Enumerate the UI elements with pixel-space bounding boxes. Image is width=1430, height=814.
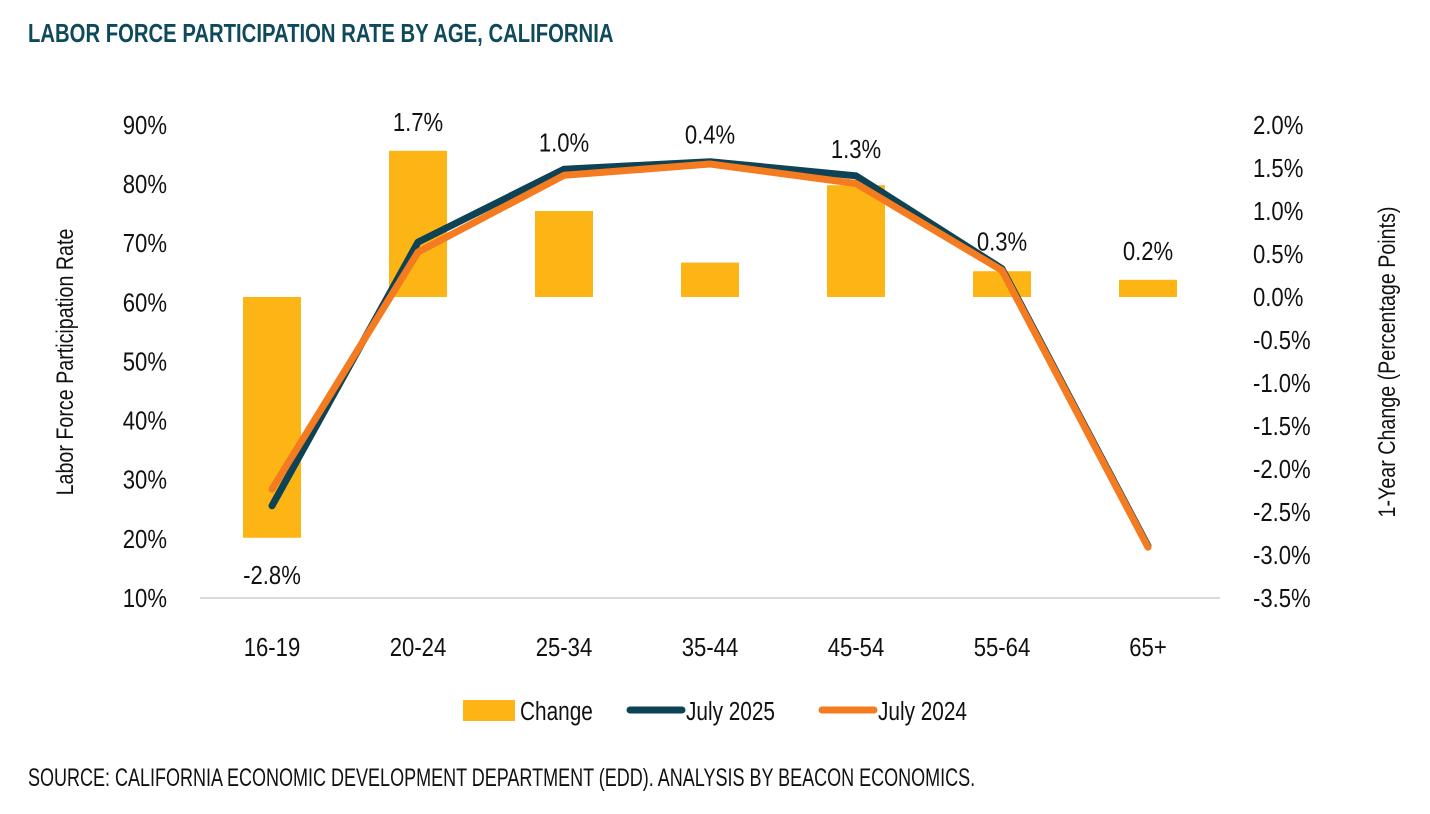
right-axis-title: 1-Year Change (Percentage Points)	[1373, 207, 1400, 518]
left-tick-label: 10%	[123, 584, 167, 613]
data-labels: -2.8% 1.7% 1.0% 0.4% 1.3% 0.3% 0.2%	[243, 108, 1173, 590]
left-tick-label: 30%	[123, 466, 167, 495]
right-tick-label: 0.5%	[1253, 240, 1303, 269]
right-tick-label: -3.0%	[1253, 541, 1311, 570]
right-tick-label: 1.5%	[1253, 154, 1303, 183]
right-tick-label: -1.0%	[1253, 369, 1311, 398]
left-tick-label: 60%	[123, 289, 167, 318]
legend-label-july-2025: July 2025	[686, 697, 775, 726]
legend-label-july-2024: July 2024	[878, 697, 967, 726]
bar-change-25-34	[535, 211, 593, 297]
right-tick-label: -0.5%	[1253, 326, 1311, 355]
legend-swatch-change	[463, 700, 515, 721]
line-july-2024	[268, 160, 1152, 551]
bar-change-65+	[1119, 279, 1177, 297]
left-tick-label: 80%	[123, 170, 167, 199]
left-axis-title: Labor Force Participation Rate	[51, 229, 78, 496]
lines-group	[268, 158, 1152, 551]
left-tick-label: 50%	[123, 348, 167, 377]
left-tick-label: 20%	[123, 525, 167, 554]
right-tick-label: -3.5%	[1253, 584, 1311, 613]
source-note: SOURCE: CALIFORNIA ECONOMIC DEVELOPMENT …	[28, 764, 976, 792]
bars-group	[243, 150, 1177, 538]
x-axis-ticks: 16-19 20-24 25-34 35-44 45-54 55-64 65+	[244, 633, 1167, 662]
legend-label-change: Change	[520, 697, 593, 726]
right-tick-label: 0.0%	[1253, 283, 1303, 312]
left-axis-ticks: 90% 80% 70% 60% 50% 40% 30% 20% 10%	[123, 111, 167, 613]
chart-title: LABOR FORCE PARTICIPATION RATE BY AGE, C…	[28, 18, 614, 48]
left-tick-label: 90%	[123, 111, 167, 140]
data-label-change: -2.8%	[243, 561, 301, 590]
left-tick-label: 40%	[123, 407, 167, 436]
data-label-change: 1.7%	[393, 108, 443, 137]
right-tick-label: 2.0%	[1253, 111, 1303, 140]
legend: Change July 2025 July 2024	[463, 697, 967, 726]
data-label-change: 0.4%	[685, 121, 735, 150]
bar-change-35-44	[681, 262, 739, 297]
right-tick-label: -2.5%	[1253, 498, 1311, 527]
x-tick-label: 25-34	[536, 633, 592, 662]
data-label-change: 0.2%	[1123, 237, 1173, 266]
data-label-change: 0.3%	[977, 228, 1027, 257]
data-label-change: 1.0%	[539, 129, 589, 158]
x-tick-label: 45-54	[828, 633, 884, 662]
right-tick-label: -2.0%	[1253, 455, 1311, 484]
x-tick-label: 20-24	[390, 633, 446, 662]
bar-change-45-54	[827, 185, 885, 297]
data-label-change: 1.3%	[831, 135, 881, 164]
x-tick-label: 65+	[1129, 633, 1166, 662]
x-tick-label: 35-44	[682, 633, 738, 662]
right-tick-label: -1.5%	[1253, 412, 1311, 441]
chart: 90% 80% 70% 60% 50% 40% 30% 20% 10% 2.0% 1.5% 1.0%…	[51, 108, 1400, 726]
x-tick-label: 55-64	[974, 633, 1030, 662]
left-tick-label: 70%	[123, 230, 167, 259]
right-tick-label: 1.0%	[1253, 197, 1303, 226]
right-axis-ticks: 2.0% 1.5% 1.0% 0.5% 0.0% -0.5% -1.0% -1.5% -2.0%…	[1253, 111, 1311, 613]
x-tick-label: 16-19	[244, 633, 300, 662]
bar-change-16-19	[243, 297, 301, 538]
